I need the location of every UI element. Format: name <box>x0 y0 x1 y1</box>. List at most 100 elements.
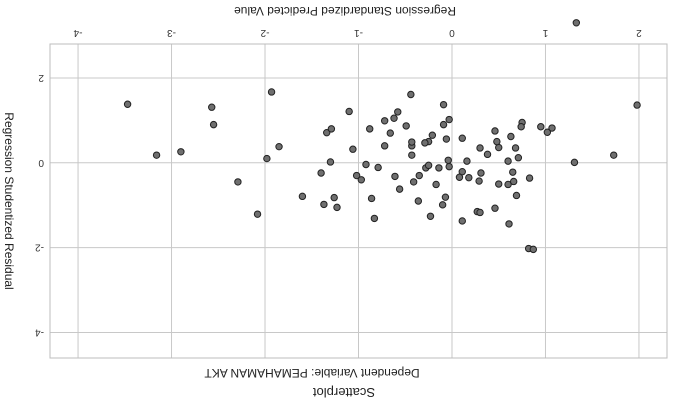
data-point <box>463 157 471 165</box>
data-point <box>509 168 517 176</box>
data-point <box>458 134 466 142</box>
data-point <box>438 201 447 209</box>
data-point <box>177 148 185 156</box>
data-point <box>394 108 402 116</box>
data-point <box>476 208 484 217</box>
data-point <box>323 128 331 137</box>
x-tick-label: -1 <box>354 27 363 38</box>
data-point <box>267 88 276 96</box>
data-point <box>357 176 366 184</box>
data-point <box>439 120 448 129</box>
data-point <box>610 151 618 159</box>
data-point <box>483 150 492 159</box>
data-point <box>511 144 520 152</box>
data-point <box>491 204 499 212</box>
data-point <box>367 194 376 203</box>
data-point <box>442 135 451 143</box>
x-tick-label: 0 <box>449 27 455 38</box>
data-point <box>366 125 374 133</box>
y-tick-label: -2 <box>35 242 44 253</box>
data-point <box>495 143 503 152</box>
data-point <box>333 203 341 212</box>
data-point <box>349 145 357 153</box>
data-point <box>633 101 641 109</box>
y-tick-label: 2 <box>38 72 44 83</box>
data-point <box>415 171 423 180</box>
x-tick-label: 2 <box>636 27 642 38</box>
chart-title: Scatterplot <box>313 385 376 400</box>
data-point <box>320 200 328 209</box>
y-tick-label: -4 <box>35 327 44 338</box>
data-point <box>345 107 353 116</box>
data-point <box>263 154 271 163</box>
data-point <box>495 180 503 188</box>
data-point <box>529 245 538 254</box>
data-point <box>421 139 429 147</box>
data-point <box>432 180 440 189</box>
data-point <box>208 103 216 111</box>
data-point <box>426 212 435 220</box>
data-point <box>253 210 262 218</box>
data-point <box>439 100 448 109</box>
grid-layer <box>50 44 667 358</box>
data-point <box>414 197 423 205</box>
chart-subtitle: Dependent Variable: PEMAHAMAN AKT <box>204 366 420 380</box>
x-tick-label: -4 <box>73 27 82 38</box>
data-point <box>409 178 418 186</box>
data-point <box>475 177 483 185</box>
data-point <box>327 125 336 133</box>
data-point <box>465 173 473 182</box>
data-point <box>390 114 398 122</box>
data-point <box>362 160 370 169</box>
data-point <box>352 171 361 180</box>
data-point <box>408 138 416 146</box>
data-point <box>407 90 415 99</box>
data-point <box>317 169 325 177</box>
data-point <box>386 129 394 137</box>
data-point <box>428 131 437 139</box>
data-point <box>152 151 161 159</box>
y-axis-label: Regression Studentized Residual <box>2 112 16 289</box>
y-tick-label: 0 <box>38 157 44 168</box>
data-point <box>298 192 307 201</box>
tick-layer: -4 -3 -2 -1 0 1 2 -4 -2 0 2 <box>35 27 642 338</box>
x-tick-label: 1 <box>542 27 548 38</box>
data-point <box>435 164 443 172</box>
data-point <box>476 144 484 152</box>
data-point <box>370 214 379 223</box>
data-point <box>455 173 464 181</box>
data-point <box>458 217 466 225</box>
data-point <box>374 163 382 172</box>
data-point <box>326 158 335 166</box>
data-point <box>123 100 132 108</box>
data-point <box>572 19 581 27</box>
data-point <box>493 137 501 146</box>
data-point <box>477 169 485 177</box>
x-axis-label: Regression Standardized Predicted Value <box>234 4 456 18</box>
data-point <box>548 124 556 132</box>
data-point <box>391 172 399 181</box>
data-point <box>445 162 453 171</box>
data-point <box>330 193 338 202</box>
data-point <box>491 127 499 135</box>
data-point <box>380 142 389 150</box>
data-point <box>445 115 453 124</box>
data-point <box>543 128 552 136</box>
data-point <box>380 117 389 125</box>
data-point <box>424 161 433 170</box>
point-layer <box>123 19 641 254</box>
data-point <box>537 123 545 131</box>
data-point <box>512 191 521 200</box>
data-point <box>209 120 218 129</box>
data-point <box>505 220 513 228</box>
data-point <box>275 142 283 151</box>
plot-frame <box>49 43 668 359</box>
data-point <box>504 180 512 189</box>
data-point <box>517 123 525 131</box>
data-point <box>444 156 452 164</box>
data-point <box>441 193 450 201</box>
data-point <box>408 151 416 159</box>
data-point <box>570 158 579 167</box>
